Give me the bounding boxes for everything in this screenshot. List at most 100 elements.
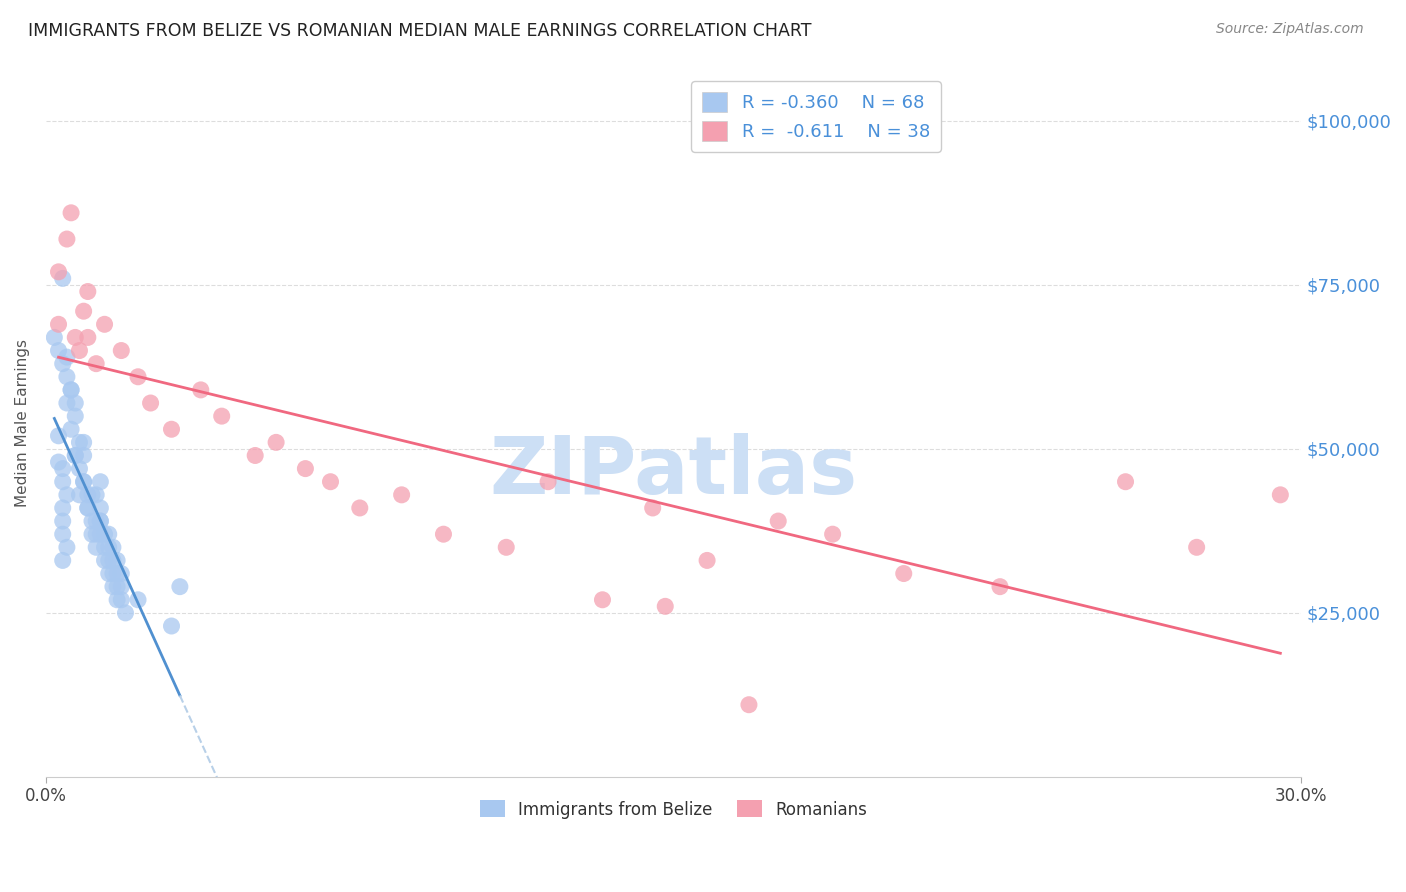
Point (97, 527, 120, 541)
Point (432, 527, 454, 541)
Point (52, 527, 75, 541)
Point (65, 409, 87, 424)
Point (139, 396, 162, 410)
Point (768, 514, 790, 528)
Legend: Immigrants from Belize, Romanians: Immigrants from Belize, Romanians (472, 794, 875, 825)
Point (80, 527, 103, 541)
Point (84, 527, 107, 541)
Point (69, 435, 91, 450)
Point (76, 285, 98, 299)
Point (52, 357, 75, 371)
Point (44, 330, 66, 344)
Point (988, 580, 1011, 594)
Point (169, 580, 191, 594)
Point (48, 455, 70, 469)
Point (52, 461, 75, 475)
Point (495, 541, 517, 555)
Point (1115, 475, 1137, 489)
Point (243, 449, 266, 463)
Point (127, 592, 149, 607)
Point (56, 350, 79, 364)
Point (80, 514, 103, 528)
Point (101, 580, 124, 594)
Point (72, 475, 94, 489)
Point (105, 580, 128, 594)
Point (60, 206, 83, 220)
Point (69, 461, 91, 475)
Point (56, 232, 79, 246)
Point (110, 566, 132, 581)
Point (114, 606, 136, 620)
Point (101, 553, 124, 567)
Point (738, 698, 761, 712)
Point (52, 500, 75, 515)
Point (110, 343, 132, 358)
Point (101, 541, 124, 555)
Point (319, 475, 342, 489)
Point (893, 566, 915, 581)
Point (65, 396, 87, 410)
Point (76, 330, 98, 344)
Point (105, 566, 128, 581)
Point (84, 514, 107, 528)
Point (48, 343, 70, 358)
Point (190, 383, 212, 397)
Text: ZIPatlas: ZIPatlas (489, 434, 858, 511)
Point (127, 369, 149, 384)
Point (72, 475, 94, 489)
Point (69, 488, 91, 502)
Point (349, 500, 371, 515)
Point (89, 527, 111, 541)
Point (72, 304, 94, 318)
Point (76, 500, 98, 515)
Point (60, 383, 83, 397)
Point (654, 599, 676, 614)
Point (105, 553, 128, 567)
Point (105, 592, 128, 607)
Point (48, 318, 70, 332)
Point (65, 330, 87, 344)
Point (93, 553, 115, 567)
Point (294, 461, 316, 475)
Point (93, 318, 115, 332)
Point (592, 592, 614, 607)
Point (56, 369, 79, 384)
Point (72, 435, 94, 450)
Point (52, 475, 75, 489)
Point (97, 541, 120, 555)
Point (264, 435, 287, 450)
Point (391, 488, 413, 502)
Point (160, 422, 183, 436)
Text: Source: ZipAtlas.com: Source: ZipAtlas.com (1216, 22, 1364, 37)
Point (97, 553, 120, 567)
Point (56, 541, 79, 555)
Point (65, 449, 87, 463)
Point (93, 527, 115, 541)
Point (101, 566, 124, 581)
Point (84, 488, 107, 502)
Point (89, 500, 111, 515)
Point (110, 580, 132, 594)
Point (537, 475, 560, 489)
Point (65, 449, 87, 463)
Point (1185, 541, 1208, 555)
Point (93, 541, 115, 555)
Point (60, 422, 83, 436)
Point (84, 357, 107, 371)
Point (52, 553, 75, 567)
Y-axis label: Median Male Earnings: Median Male Earnings (15, 339, 30, 507)
Point (696, 553, 718, 567)
Point (97, 566, 120, 581)
Point (89, 475, 111, 489)
Point (84, 541, 107, 555)
Point (80, 488, 103, 502)
Point (76, 500, 98, 515)
Point (56, 396, 79, 410)
Point (60, 383, 83, 397)
Point (211, 409, 233, 424)
Point (76, 488, 98, 502)
Point (52, 514, 75, 528)
Point (110, 592, 132, 607)
Point (89, 514, 111, 528)
Point (52, 271, 75, 285)
